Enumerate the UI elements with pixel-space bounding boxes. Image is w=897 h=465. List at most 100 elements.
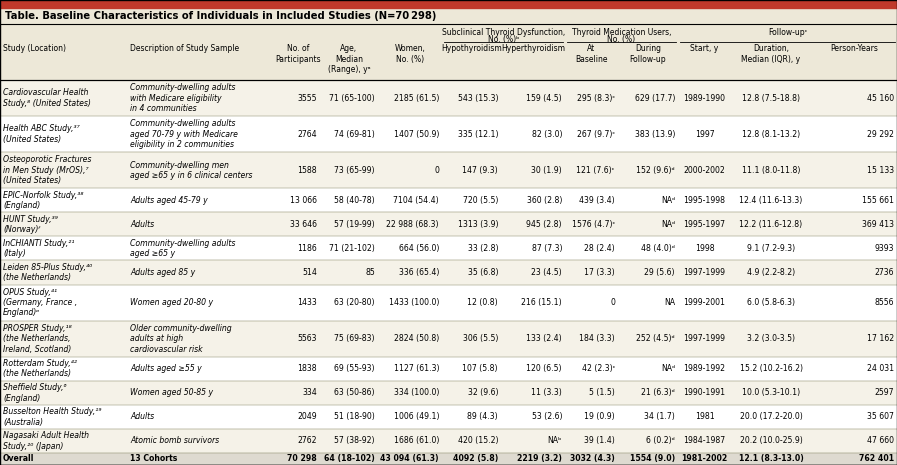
- Text: 13 066: 13 066: [290, 196, 317, 205]
- Text: Adults: Adults: [130, 220, 154, 229]
- Text: During
Follow-up: During Follow-up: [630, 44, 666, 64]
- Text: 20.0 (17.2-20.0): 20.0 (17.2-20.0): [740, 412, 803, 421]
- Text: 9393: 9393: [875, 244, 894, 253]
- Text: 1997-1999: 1997-1999: [684, 334, 726, 343]
- Text: 543 (15.3): 543 (15.3): [457, 93, 498, 103]
- Text: 420 (15.2): 420 (15.2): [457, 437, 498, 445]
- Text: Health ABC Study,³⁷
(United States): Health ABC Study,³⁷ (United States): [3, 125, 80, 144]
- Bar: [0, 236, 897, 260]
- Text: 29 (5.6): 29 (5.6): [645, 268, 675, 277]
- Text: 360 (2.8): 360 (2.8): [527, 196, 562, 205]
- Text: 28 (2.4): 28 (2.4): [584, 244, 615, 253]
- Text: 87 (7.3): 87 (7.3): [532, 244, 562, 253]
- Bar: [0, 381, 897, 405]
- Text: 71 (65-100): 71 (65-100): [329, 93, 375, 103]
- Text: 267 (9.7)ᶜ: 267 (9.7)ᶜ: [577, 130, 615, 139]
- Text: 74 (69-81): 74 (69-81): [335, 130, 375, 139]
- Text: Hyperthyroidism: Hyperthyroidism: [501, 44, 565, 53]
- Text: Hypothyroidism: Hypothyroidism: [441, 44, 502, 53]
- Text: Cardiovascular Health
Study,⁸ (United States): Cardiovascular Health Study,⁸ (United St…: [3, 88, 91, 108]
- Text: 1127 (61.3): 1127 (61.3): [394, 364, 439, 373]
- Text: NAᵈ: NAᵈ: [661, 196, 675, 205]
- Text: 334 (100.0): 334 (100.0): [394, 388, 439, 397]
- Text: Study (Location): Study (Location): [3, 44, 66, 53]
- Text: 107 (5.8): 107 (5.8): [463, 364, 498, 373]
- Text: Start, y: Start, y: [691, 44, 718, 53]
- Text: 1686 (61.0): 1686 (61.0): [394, 437, 439, 445]
- Text: Adults aged 85 y: Adults aged 85 y: [130, 268, 196, 277]
- Text: 945 (2.8): 945 (2.8): [527, 220, 562, 229]
- Text: 1433: 1433: [297, 298, 317, 307]
- Text: 47 660: 47 660: [867, 437, 894, 445]
- Text: Women aged 20-80 y: Women aged 20-80 y: [130, 298, 213, 307]
- Text: EPIC-Norfolk Study,³⁸
(England): EPIC-Norfolk Study,³⁸ (England): [3, 191, 83, 210]
- Text: 5563: 5563: [298, 334, 317, 343]
- Bar: [0, 260, 897, 285]
- Text: 82 (3.0): 82 (3.0): [532, 130, 562, 139]
- Text: 1313 (3.9): 1313 (3.9): [457, 220, 498, 229]
- Bar: [0, 357, 897, 381]
- Text: Table. Baseline Characteristics of Individuals in Included Studies (N=70 298): Table. Baseline Characteristics of Indiv…: [5, 11, 436, 21]
- Text: 17 (3.3): 17 (3.3): [584, 268, 615, 277]
- Text: 1989-1992: 1989-1992: [684, 364, 726, 373]
- Text: NA: NA: [664, 298, 675, 307]
- Text: 75 (69-83): 75 (69-83): [335, 334, 375, 343]
- Text: 17 162: 17 162: [867, 334, 894, 343]
- Text: 0: 0: [610, 298, 615, 307]
- Bar: [0, 213, 897, 236]
- Text: 7104 (54.4): 7104 (54.4): [394, 196, 439, 205]
- Text: 1981: 1981: [694, 412, 714, 421]
- Text: No. (%)ᵇ: No. (%)ᵇ: [488, 35, 519, 44]
- Text: 295 (8.3)ᶜ: 295 (8.3)ᶜ: [577, 93, 615, 103]
- Text: 70 298: 70 298: [287, 454, 317, 464]
- Text: 1407 (50.9): 1407 (50.9): [394, 130, 439, 139]
- Text: 30 (1.9): 30 (1.9): [531, 166, 562, 175]
- Text: 23 (4.5): 23 (4.5): [531, 268, 562, 277]
- Text: 21 (6.3)ᵈ: 21 (6.3)ᵈ: [641, 388, 675, 397]
- Text: 15.2 (10.2-16.2): 15.2 (10.2-16.2): [739, 364, 803, 373]
- Text: 6 (0.2)ᵈ: 6 (0.2)ᵈ: [646, 437, 675, 445]
- Text: 33 (2.8): 33 (2.8): [467, 244, 498, 253]
- Text: 11 (3.3): 11 (3.3): [531, 388, 562, 397]
- Text: 58 (40-78): 58 (40-78): [335, 196, 375, 205]
- Text: 2185 (61.5): 2185 (61.5): [394, 93, 439, 103]
- Text: 69 (55-93): 69 (55-93): [335, 364, 375, 373]
- Bar: [0, 8, 897, 24]
- Text: 1998: 1998: [694, 244, 714, 253]
- Text: 439 (3.4): 439 (3.4): [579, 196, 615, 205]
- Text: 664 (56.0): 664 (56.0): [398, 244, 439, 253]
- Text: 35 607: 35 607: [867, 412, 894, 421]
- Text: 10.0 (5.3-10.1): 10.0 (5.3-10.1): [742, 388, 800, 397]
- Bar: [0, 321, 897, 357]
- Text: 120 (6.5): 120 (6.5): [527, 364, 562, 373]
- Bar: [0, 80, 897, 116]
- Text: No. of
Participants: No. of Participants: [275, 44, 321, 64]
- Text: 24 031: 24 031: [867, 364, 894, 373]
- Text: 33 646: 33 646: [290, 220, 317, 229]
- Text: Leiden 85-Plus Study,⁴⁰
(the Netherlands): Leiden 85-Plus Study,⁴⁰ (the Netherlands…: [3, 263, 92, 282]
- Text: 12.2 (11.6-12.8): 12.2 (11.6-12.8): [739, 220, 803, 229]
- Text: HUNT Study,³⁹
(Norway)ᶠ: HUNT Study,³⁹ (Norway)ᶠ: [3, 215, 58, 234]
- Text: 216 (15.1): 216 (15.1): [521, 298, 562, 307]
- Text: PROSPER Study,¹⁸
(the Netherlands,
Ireland, Scotland): PROSPER Study,¹⁸ (the Netherlands, Irela…: [3, 324, 72, 353]
- Text: 1981-2002: 1981-2002: [682, 454, 727, 464]
- Text: 369 413: 369 413: [862, 220, 894, 229]
- Text: NAᵇ: NAᵇ: [548, 437, 562, 445]
- Bar: [0, 429, 897, 453]
- Bar: [0, 24, 897, 80]
- Text: Subclinical Thyroid Dysfunction,: Subclinical Thyroid Dysfunction,: [442, 28, 565, 37]
- Text: Adults aged 45-79 y: Adults aged 45-79 y: [130, 196, 208, 205]
- Text: Older community-dwelling
adults at high
cardiovascular risk: Older community-dwelling adults at high …: [130, 324, 231, 353]
- Text: Busselton Health Study,¹⁹
(Australia): Busselton Health Study,¹⁹ (Australia): [3, 407, 101, 426]
- Text: 8556: 8556: [875, 298, 894, 307]
- Text: 3032 (4.3): 3032 (4.3): [570, 454, 615, 464]
- Text: No. (%): No. (%): [607, 35, 636, 44]
- Text: 2049: 2049: [298, 412, 317, 421]
- Text: Overall: Overall: [3, 454, 34, 464]
- Text: 34 (1.7): 34 (1.7): [644, 412, 675, 421]
- Text: 1995-1997: 1995-1997: [684, 220, 726, 229]
- Text: Follow-upᶜ: Follow-upᶜ: [768, 28, 807, 37]
- Text: 22 988 (68.3): 22 988 (68.3): [387, 220, 439, 229]
- Text: 12.1 (8.3-13.0): 12.1 (8.3-13.0): [738, 454, 804, 464]
- Text: 133 (2.4): 133 (2.4): [527, 334, 562, 343]
